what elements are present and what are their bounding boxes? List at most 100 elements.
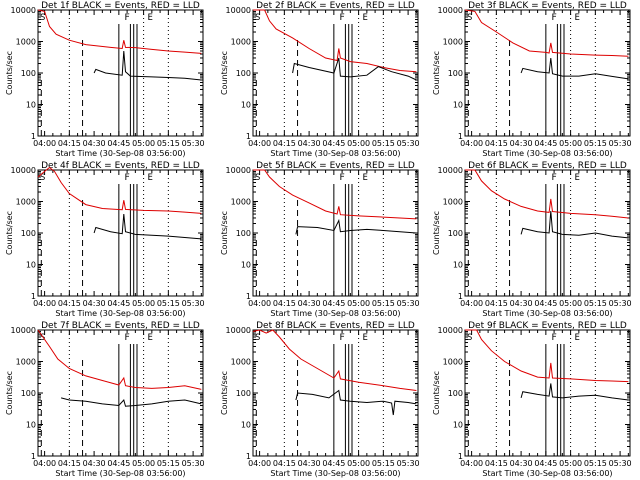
y-axis-label: Counts/sec — [5, 371, 14, 415]
marker-label-e: E — [574, 13, 579, 23]
y-tick-label: 10000 — [226, 6, 251, 15]
x-tick-label: 04:00 — [460, 459, 483, 468]
x-tick-label: 05:30 — [182, 459, 205, 468]
x-tick-label: 04:45 — [322, 299, 345, 308]
marker-label-s: S — [255, 13, 260, 23]
y-tick-label: 1000 — [443, 198, 463, 207]
x-tick-label: 04:00 — [248, 139, 271, 148]
marker-label-s: S — [467, 333, 472, 343]
panel-title: Det 5f BLACK = Events, RED = LLD — [256, 161, 415, 171]
x-tick-label: 05:00 — [347, 459, 370, 468]
x-tick-label: 05:30 — [609, 139, 632, 148]
x-axis-label: Start Time (30-Sep-08 03:56:00) — [482, 469, 612, 478]
y-tick-label: 1 — [31, 292, 36, 301]
y-axis-label: Counts/sec — [432, 371, 441, 415]
y-tick-label: 1000 — [16, 38, 36, 47]
panel-title: Det 3f BLACK = Events, RED = LLD — [468, 1, 627, 11]
y-tick-label: 10000 — [11, 166, 36, 175]
y-axis-label: Counts/sec — [220, 51, 229, 95]
x-tick-label: 05:00 — [132, 299, 155, 308]
y-tick-label: 10 — [453, 421, 463, 430]
marker-label-f: F — [551, 173, 556, 183]
marker-label-e: E — [147, 333, 152, 343]
x-tick-label: 04:15 — [485, 459, 508, 468]
series-events-line — [520, 210, 629, 239]
y-tick-label: 100 — [21, 229, 36, 238]
panel-title: Det 2f BLACK = Events, RED = LLD — [256, 1, 415, 11]
x-tick-label: 04:30 — [298, 299, 321, 308]
series-lld-line — [252, 329, 417, 391]
x-tick-label: 04:15 — [273, 299, 296, 308]
y-tick-label: 10 — [241, 101, 251, 110]
series-lld-line — [37, 166, 202, 214]
marker-label-e: E — [147, 173, 152, 183]
x-tick-label: 04:45 — [107, 459, 130, 468]
marker-label-f: F — [551, 13, 556, 23]
series-lld-line — [37, 9, 202, 54]
y-tick-label: 1000 — [443, 38, 463, 47]
series-events-line — [93, 50, 202, 81]
x-tick-label: 04:00 — [33, 299, 56, 308]
series-events-line — [292, 57, 417, 81]
x-tick-label: 05:00 — [559, 139, 582, 148]
x-axis-label: Start Time (30-Sep-08 03:56:00) — [482, 309, 612, 318]
y-tick-label: 10 — [26, 261, 36, 270]
x-tick-label: 05:30 — [609, 299, 632, 308]
x-tick-label: 05:15 — [584, 459, 607, 468]
y-tick-label: 1 — [246, 452, 251, 461]
y-tick-label: 100 — [236, 229, 251, 238]
panel-title: Det 4f BLACK = Events, RED = LLD — [41, 161, 200, 171]
panel-det-4: Det 4f BLACK = Events, RED = LLD S F E 1 10 10… — [5, 161, 205, 318]
x-tick-label: 04:45 — [107, 299, 130, 308]
series-lld-line — [253, 9, 417, 73]
x-tick-label: 04:30 — [83, 459, 106, 468]
y-tick-label: 1 — [31, 452, 36, 461]
x-tick-label: 04:15 — [485, 139, 508, 148]
x-tick-label: 04:15 — [273, 139, 296, 148]
panel-det-9: Det 9f BLACK = Events, RED = LLD S F E 1 10 10… — [432, 321, 632, 478]
x-tick-label: 05:30 — [182, 139, 205, 148]
plot-frame — [37, 329, 204, 457]
series-events-line — [520, 383, 629, 401]
marker-label-f: F — [339, 333, 344, 343]
marker-label-e: E — [362, 173, 367, 183]
x-tick-label: 05:00 — [347, 139, 370, 148]
series-events-line — [295, 389, 417, 416]
x-tick-label: 04:15 — [58, 459, 81, 468]
series-events-line — [295, 218, 417, 235]
x-tick-label: 04:00 — [33, 459, 56, 468]
x-tick-label: 04:00 — [460, 299, 483, 308]
x-tick-label: 05:00 — [559, 299, 582, 308]
y-axis-label: Counts/sec — [432, 51, 441, 95]
y-tick-label: 1 — [458, 292, 463, 301]
x-tick-label: 05:30 — [397, 139, 420, 148]
x-tick-label: 04:30 — [298, 139, 321, 148]
y-tick-label: 10000 — [438, 6, 463, 15]
y-tick-label: 10 — [453, 101, 463, 110]
x-tick-label: 04:15 — [58, 299, 81, 308]
y-tick-label: 10 — [241, 421, 251, 430]
y-tick-label: 1000 — [231, 358, 251, 367]
x-tick-label: 04:00 — [248, 459, 271, 468]
y-tick-label: 1 — [246, 132, 251, 141]
x-axis-label: Start Time (30-Sep-08 03:56:00) — [270, 149, 400, 158]
marker-label-f: F — [124, 333, 129, 343]
marker-label-e: E — [574, 333, 579, 343]
y-tick-label: 10 — [241, 261, 251, 270]
x-tick-label: 05:30 — [397, 299, 420, 308]
y-tick-label: 1000 — [231, 38, 251, 47]
x-axis-label: Start Time (30-Sep-08 03:56:00) — [482, 149, 612, 158]
x-tick-label: 05:15 — [584, 299, 607, 308]
y-axis-label: Counts/sec — [220, 371, 229, 415]
panel-det-1: Det 1f BLACK = Events, RED = LLD S F E 1 10 10… — [5, 1, 205, 158]
y-tick-label: 100 — [448, 389, 463, 398]
y-tick-label: 100 — [21, 69, 36, 78]
y-tick-label: 10 — [26, 421, 36, 430]
marker-label-s: S — [40, 173, 45, 183]
x-tick-label: 04:45 — [534, 299, 557, 308]
panel-det-8: Det 8f BLACK = Events, RED = LLD S F E 1 10 10… — [220, 321, 420, 478]
x-axis-label: Start Time (30-Sep-08 03:56:00) — [55, 469, 185, 478]
y-tick-label: 1000 — [443, 358, 463, 367]
series-lld-line — [465, 169, 629, 219]
